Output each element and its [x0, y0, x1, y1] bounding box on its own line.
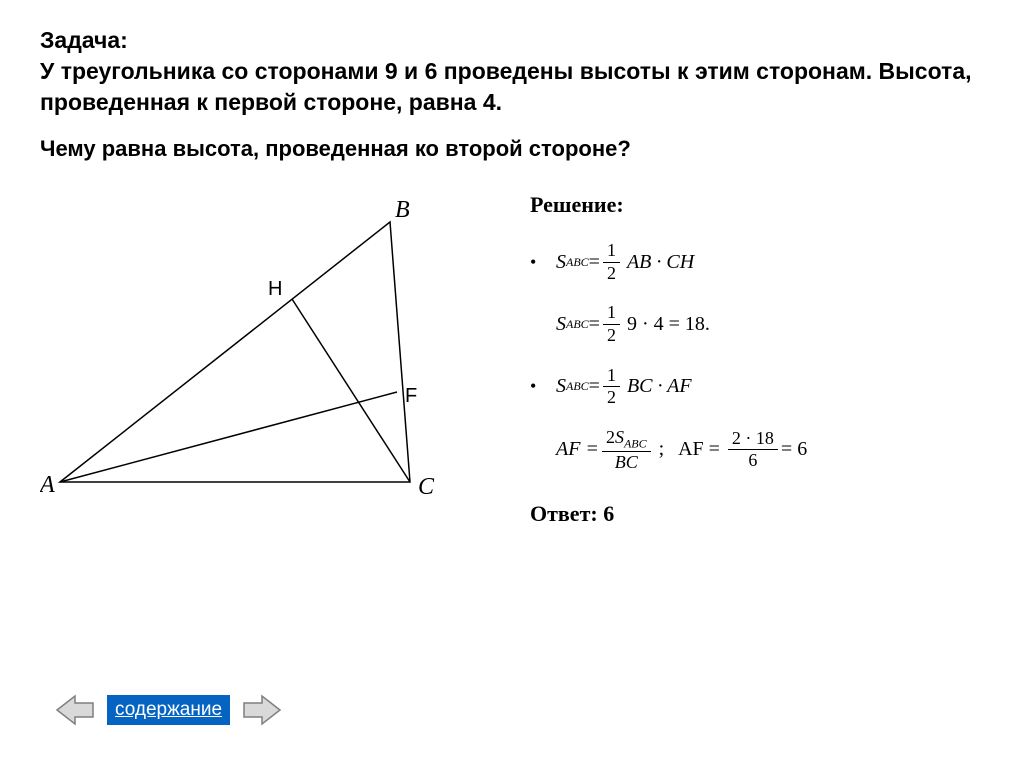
bullet-icon: • [530, 252, 544, 273]
eq4-end: = 6 [781, 438, 807, 461]
contents-link[interactable]: содержание [107, 695, 230, 725]
equation-4: AF = 2SABC BC ; AF = 2 · 18 6 = 6 [556, 427, 984, 474]
svg-text:C: C [418, 474, 435, 500]
svg-text:A: A [40, 472, 55, 498]
eq1-lhs-s: S [556, 251, 566, 274]
next-arrow-icon[interactable] [242, 693, 282, 727]
eq3-lhs-sub: ABC [566, 379, 589, 394]
bullet-icon: • [530, 376, 544, 397]
solution-block: Решение: • SABC = 12 AB · CH SABC = 12 9… [530, 192, 984, 527]
equation-2: SABC = 12 9 · 4 = 18. [556, 302, 984, 346]
fraction-half-2: 12 [603, 302, 620, 346]
eq2-lhs-sub: ABC [566, 317, 589, 332]
eq1-lhs-sub: ABC [566, 255, 589, 270]
prev-arrow-icon[interactable] [55, 693, 95, 727]
fraction-2s-bc: 2SABC BC [602, 427, 651, 474]
title-text: У треугольника со сторонами 9 и 6 провед… [40, 58, 972, 115]
fraction-2-18-6: 2 · 18 6 [728, 428, 778, 472]
answer-line: Ответ: 6 [530, 501, 984, 527]
eq1-rhs: AB · CH [627, 251, 694, 274]
eq2-lhs-s: S [556, 313, 566, 336]
eq2-rhs: 9 · 4 = 18. [627, 313, 710, 336]
problem-question: Чему равна высота, проведенная ко второй… [40, 136, 984, 162]
svg-text:B: B [395, 197, 410, 223]
eq2-equals: = [589, 313, 600, 336]
eq3-lhs-s: S [556, 375, 566, 398]
fraction-half-3: 12 [603, 365, 620, 409]
svg-text:F: F [405, 385, 417, 407]
fraction-half-1: 12 [603, 240, 620, 284]
eq4-mid: ; AF = [654, 438, 725, 461]
triangle-diagram: A B C H F [40, 192, 470, 522]
eq3-rhs: BC · AF [627, 375, 692, 398]
eq1-equals: = [589, 251, 600, 274]
problem-title: Задача: У треугольника со сторонами 9 и … [40, 25, 984, 118]
equation-1: • SABC = 12 AB · CH [530, 240, 984, 284]
svg-text:H: H [268, 278, 282, 300]
eq4-lhs: AF = [556, 438, 599, 461]
eq3-equals: = [589, 375, 600, 398]
navigation: содержание [55, 693, 282, 727]
title-label: Задача: [40, 27, 128, 53]
equation-3: • SABC = 12 BC · AF [530, 365, 984, 409]
solution-heading: Решение: [530, 192, 984, 218]
